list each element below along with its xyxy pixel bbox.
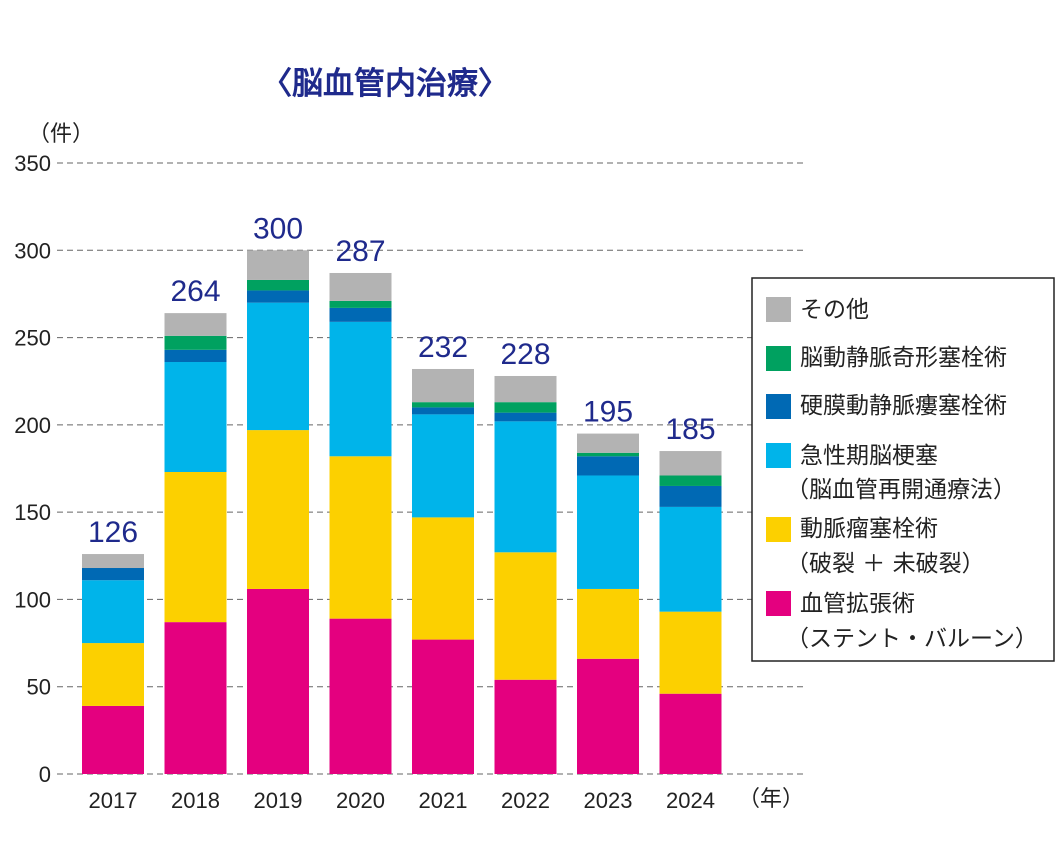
x-tick-label-2021: 2021 [419, 788, 468, 813]
total-label-2020: 287 [335, 235, 385, 268]
bar-2017-series-2 [82, 580, 144, 644]
bar-2018-series-4 [164, 335, 227, 350]
bar-2019-series-2 [247, 302, 309, 431]
bar-2020-series-4 [329, 300, 392, 308]
bar-2023-series-4 [577, 452, 639, 457]
bar-2024-series-1 [659, 611, 722, 694]
total-label-2019: 300 [253, 212, 303, 245]
bar-2017-series-3 [82, 568, 144, 581]
bar-2018-series-0 [164, 622, 227, 774]
x-tick-label-2018: 2018 [171, 788, 220, 813]
y-tick-label-250: 250 [14, 326, 51, 351]
legend-label-4: 脳動静脈奇形塞栓術 [800, 345, 1007, 371]
legend-swatch-4 [766, 346, 791, 371]
legend-label-0: 血管拡張術 [800, 591, 915, 617]
total-label-2021: 232 [418, 331, 468, 364]
x-axis-unit-label: （年） [738, 786, 804, 811]
total-label-2018: 264 [170, 275, 220, 308]
total-label-2017: 126 [88, 516, 138, 549]
bar-2018-series-3 [164, 349, 227, 363]
bar-2020-series-3 [329, 307, 392, 322]
bar-2019-series-0 [247, 588, 309, 774]
x-tick-label-2017: 2017 [89, 788, 138, 813]
legend-sublabel-2: （脳血管再開通療法） [786, 477, 1016, 503]
legend-label-5: その他 [800, 297, 869, 323]
bar-2021-series-0 [412, 639, 474, 774]
bar-2018-series-5 [164, 313, 227, 336]
total-label-2023: 195 [583, 396, 633, 429]
y-axis-unit-label: （件） [28, 121, 94, 146]
bar-2023-series-3 [577, 456, 639, 476]
y-tick-label-350: 350 [14, 151, 51, 176]
bar-2020-series-1 [329, 456, 392, 619]
bar-2021-series-2 [412, 414, 474, 518]
bar-2022-series-1 [494, 552, 557, 680]
x-tick-label-2024: 2024 [666, 788, 715, 813]
bar-2023-series-1 [577, 588, 639, 659]
bar-2022-series-0 [494, 679, 557, 774]
bar-2022-series-3 [494, 412, 557, 422]
bar-2021-series-1 [412, 517, 474, 640]
bars [82, 250, 722, 774]
bar-2017-series-1 [82, 643, 144, 706]
legend-swatch-2 [766, 443, 791, 468]
bar-2021-series-5 [412, 368, 474, 403]
bar-2017-series-0 [82, 705, 144, 774]
legend-label-3: 硬膜動静脈瘻塞栓術 [800, 393, 1007, 419]
legend-swatch-3 [766, 394, 791, 419]
legend-sublabel-1: （破裂 ＋ 未破裂） [786, 551, 985, 577]
bar-2020-series-2 [329, 321, 392, 457]
bar-2020-series-5 [329, 272, 392, 301]
x-tick-label-2020: 2020 [336, 788, 385, 813]
total-label-2024: 185 [665, 413, 715, 446]
bar-2022-series-4 [494, 402, 557, 413]
bar-2021-series-4 [412, 402, 474, 408]
legend-swatch-0 [766, 591, 791, 616]
bar-2023-series-2 [577, 475, 639, 589]
bar-2017-series-5 [82, 554, 144, 569]
bar-2024-series-0 [659, 693, 722, 774]
y-tick-label-50: 50 [27, 675, 51, 700]
total-label-2022: 228 [500, 338, 550, 371]
legend-label-2: 急性期脳梗塞 [800, 443, 938, 469]
bar-2019-series-5 [247, 250, 309, 280]
x-tick-label-2022: 2022 [501, 788, 550, 813]
bar-2024-series-3 [659, 485, 722, 507]
chart-title: 〈脳血管内治療〉 [261, 66, 509, 102]
y-tick-label-200: 200 [14, 413, 51, 438]
y-tick-label-0: 0 [39, 762, 51, 787]
bar-2019-series-1 [247, 430, 309, 589]
data-labels: 126 264 300 287 232 228 195 185 [88, 212, 716, 549]
bar-2018-series-2 [164, 362, 227, 472]
bar-2024-series-5 [659, 451, 722, 476]
y-tick-label-300: 300 [14, 238, 51, 263]
bar-2023-series-5 [577, 433, 639, 453]
bar-2024-series-4 [659, 475, 722, 486]
legend-sublabel-0: （ステント・バルーン） [786, 626, 1038, 652]
legend-frame [751, 277, 1055, 662]
legend-swatch-5 [766, 297, 791, 322]
legend-label-1: 動脈瘤塞栓術 [800, 516, 938, 542]
x-tick-label-2023: 2023 [584, 788, 633, 813]
bar-2019-series-4 [247, 279, 309, 291]
bar-2021-series-3 [412, 407, 474, 415]
bar-2024-series-2 [659, 506, 722, 612]
bar-2022-series-2 [494, 421, 557, 553]
y-axis-ticks: 0 50 100 150 200 250 300 350 [14, 151, 51, 787]
y-tick-label-150: 150 [14, 500, 51, 525]
x-tick-label-2019: 2019 [254, 788, 303, 813]
x-axis-ticks: 2017 2018 2019 2020 2021 2022 2023 2024 [89, 788, 715, 813]
legend-swatch-1 [766, 517, 791, 542]
bar-2020-series-0 [329, 618, 392, 774]
bar-2022-series-5 [494, 375, 557, 403]
bar-2019-series-3 [247, 290, 309, 303]
bar-2018-series-1 [164, 471, 227, 623]
y-tick-label-100: 100 [14, 587, 51, 612]
bar-2023-series-0 [577, 658, 639, 774]
